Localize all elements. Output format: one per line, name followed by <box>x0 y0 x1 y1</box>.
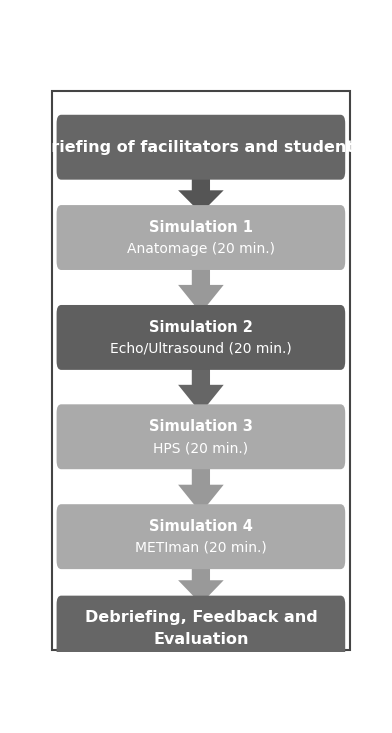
FancyBboxPatch shape <box>56 115 345 180</box>
FancyBboxPatch shape <box>56 405 345 469</box>
Text: Simulation 2: Simulation 2 <box>149 320 253 335</box>
FancyBboxPatch shape <box>56 205 345 270</box>
Polygon shape <box>178 561 224 604</box>
Polygon shape <box>178 262 224 313</box>
Text: Briefing of facilitators and students: Briefing of facilitators and students <box>38 140 363 155</box>
FancyBboxPatch shape <box>56 596 345 660</box>
FancyBboxPatch shape <box>52 91 350 649</box>
Text: Debriefing, Feedback and: Debriefing, Feedback and <box>85 611 317 625</box>
Text: HPS (20 min.): HPS (20 min.) <box>153 441 249 455</box>
Text: Simulation 4: Simulation 4 <box>149 519 253 534</box>
Text: Simulation 1: Simulation 1 <box>149 220 253 235</box>
Text: Anatomage (20 min.): Anatomage (20 min.) <box>127 242 275 256</box>
Polygon shape <box>178 462 224 513</box>
Polygon shape <box>178 172 224 213</box>
FancyBboxPatch shape <box>56 305 345 370</box>
Text: Evaluation: Evaluation <box>153 632 249 647</box>
Text: Echo/Ultrasound (20 min.): Echo/Ultrasound (20 min.) <box>110 342 292 356</box>
Text: METIman (20 min.): METIman (20 min.) <box>135 541 267 555</box>
Polygon shape <box>178 361 224 413</box>
Text: Simulation 3: Simulation 3 <box>149 419 253 434</box>
FancyBboxPatch shape <box>56 504 345 569</box>
